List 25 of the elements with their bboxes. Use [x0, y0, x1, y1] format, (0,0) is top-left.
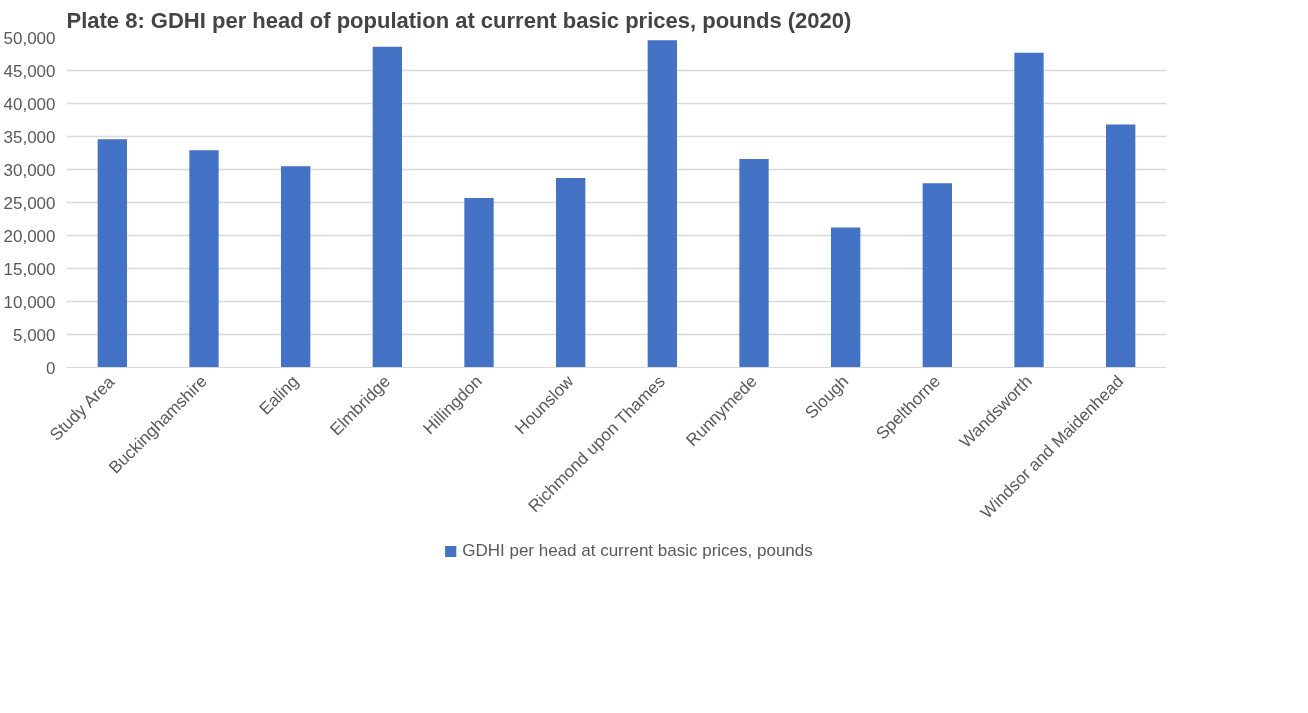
- y-tick-label: 0: [46, 358, 56, 378]
- bar: [922, 183, 952, 368]
- bar: [1014, 52, 1044, 368]
- y-tick-label: 45,000: [3, 61, 56, 81]
- bar: [1106, 124, 1136, 368]
- bar: [739, 158, 769, 368]
- y-tick-label: 5,000: [12, 325, 56, 345]
- bar: [372, 46, 402, 368]
- y-tick-label: 10,000: [3, 292, 56, 312]
- y-tick-label: 25,000: [3, 193, 56, 213]
- bar: [556, 178, 586, 368]
- legend-label: GDHI per head at current basic prices, pounds: [462, 541, 813, 561]
- bar: [281, 166, 311, 368]
- chart-title: Plate 8: GDHI per head of population at current basic prices, pounds (2020): [66, 7, 852, 33]
- bar: [831, 227, 861, 368]
- bar: [97, 139, 127, 368]
- bar: [464, 197, 494, 368]
- y-tick-label: 15,000: [3, 259, 56, 279]
- y-tick-label: 50,000: [3, 28, 56, 48]
- bar: [189, 150, 219, 368]
- y-tick-label: 35,000: [3, 127, 56, 147]
- y-tick-label: 40,000: [3, 94, 56, 114]
- bar: [647, 40, 677, 368]
- y-tick-label: 30,000: [3, 160, 56, 180]
- y-tick-label: 20,000: [3, 226, 56, 246]
